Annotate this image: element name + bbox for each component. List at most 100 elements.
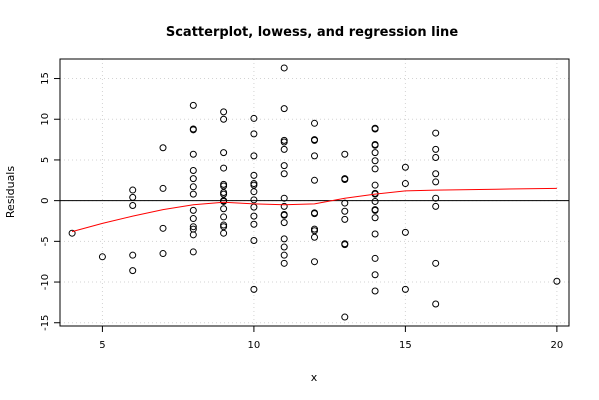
- data-point: [280, 64, 288, 72]
- data-point: [189, 215, 197, 223]
- data-point: [280, 243, 288, 251]
- data-point: [189, 101, 197, 109]
- x-tick-label: 10: [248, 340, 261, 351]
- data-point: [371, 254, 379, 262]
- data-point: [371, 214, 379, 222]
- data-point: [189, 126, 197, 134]
- data-point: [432, 259, 440, 267]
- data-point: [280, 145, 288, 153]
- x-tick-label: 5: [99, 340, 105, 351]
- data-point: [341, 215, 349, 223]
- data-point: [189, 248, 197, 256]
- data-point: [189, 175, 197, 183]
- data-point: [553, 277, 561, 285]
- data-point: [401, 228, 409, 236]
- data-point: [220, 182, 228, 190]
- data-point: [129, 267, 137, 275]
- data-point: [371, 287, 379, 295]
- data-point: [220, 205, 228, 213]
- data-point: [250, 285, 258, 293]
- data-point: [250, 220, 258, 228]
- y-tick-label: -15: [40, 315, 51, 331]
- data-point: [432, 145, 440, 153]
- data-point: [341, 199, 349, 207]
- data-point: [250, 212, 258, 220]
- data-point: [432, 129, 440, 137]
- y-tick-label: -5: [40, 236, 51, 246]
- data-point: [371, 181, 379, 189]
- data-point: [311, 210, 318, 218]
- data-point: [98, 253, 106, 261]
- data-point: [432, 202, 440, 210]
- data-point: [220, 108, 228, 116]
- data-point: [371, 157, 379, 165]
- data-point: [311, 176, 318, 184]
- data-point: [220, 115, 228, 123]
- data-point: [280, 138, 288, 146]
- data-point: [250, 171, 258, 179]
- data-point: [159, 144, 167, 152]
- data-point: [189, 231, 197, 239]
- data-point: [189, 150, 197, 158]
- data-point: [371, 149, 379, 157]
- data-point: [432, 153, 440, 161]
- data-point: [280, 211, 288, 219]
- data-point: [250, 114, 258, 122]
- data-point: [159, 224, 167, 232]
- data-point: [371, 271, 379, 279]
- chart-title: Scatterplot, lowess, and regression line: [166, 25, 458, 40]
- data-point: [311, 136, 318, 144]
- y-tick-label: 0: [40, 197, 51, 203]
- data-point: [220, 223, 228, 231]
- y-tick-label: 5: [40, 157, 51, 163]
- data-point: [432, 300, 440, 308]
- data-point: [341, 175, 349, 183]
- data-point: [159, 250, 167, 258]
- data-point: [341, 313, 349, 321]
- plot-frame: [59, 58, 570, 327]
- data-point: [371, 125, 379, 133]
- data-point: [311, 227, 318, 235]
- data-point: [371, 230, 379, 238]
- data-point: [280, 162, 288, 170]
- data-point: [341, 207, 349, 215]
- data-point: [280, 202, 288, 210]
- data-point: [371, 141, 379, 149]
- data-point: [280, 194, 288, 202]
- data-point: [68, 229, 76, 237]
- y-tick-label: -10: [40, 274, 51, 290]
- data-point: [280, 105, 288, 113]
- data-point: [129, 202, 137, 210]
- grid: [60, 59, 569, 326]
- data-point: [341, 150, 349, 158]
- data-point: [432, 178, 440, 186]
- data-point: [280, 251, 288, 259]
- data-point: [280, 219, 288, 227]
- data-point: [311, 152, 318, 160]
- x-tick-label: 15: [399, 340, 412, 351]
- data-point: [220, 229, 228, 237]
- data-point: [129, 251, 137, 259]
- data-point: [250, 237, 258, 245]
- data-point: [129, 186, 137, 194]
- data-point: [432, 170, 440, 178]
- points-layer: [68, 64, 561, 321]
- data-point: [129, 193, 137, 201]
- data-point: [280, 235, 288, 243]
- lowess-line: [71, 187, 557, 233]
- data-point: [250, 152, 258, 160]
- data-point: [250, 181, 258, 189]
- lowess-layer: [71, 187, 557, 233]
- data-point: [220, 149, 228, 157]
- data-point: [189, 190, 197, 198]
- data-point: [189, 223, 197, 231]
- data-point: [432, 194, 440, 202]
- data-point: [371, 206, 379, 214]
- y-tick-label: 10: [40, 113, 51, 126]
- data-point: [189, 167, 197, 175]
- x-axis-label: x: [311, 371, 318, 384]
- data-point: [311, 233, 318, 241]
- data-point: [220, 190, 228, 198]
- data-point: [220, 213, 228, 221]
